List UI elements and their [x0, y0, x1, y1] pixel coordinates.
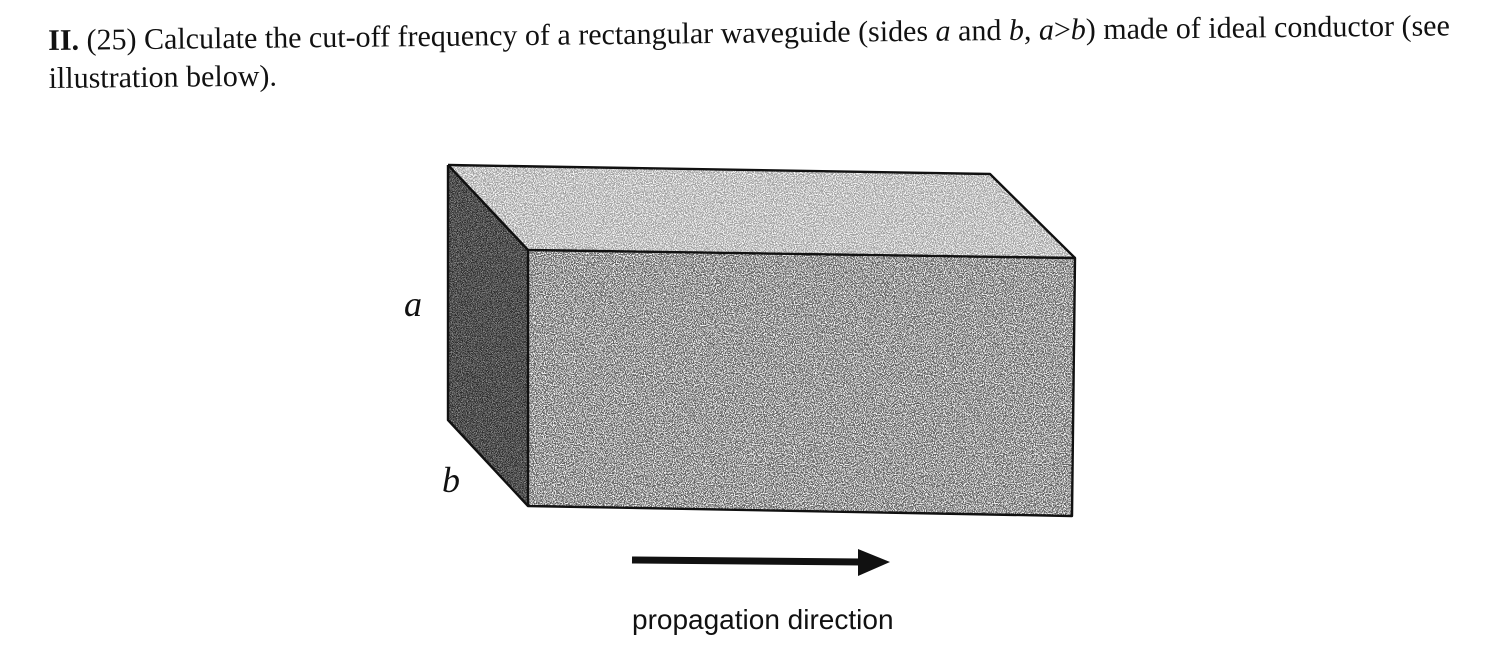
waveguide-side-face-texture	[528, 250, 1075, 516]
right-arrow-icon	[631, 549, 890, 576]
propagation-caption: propagation direction	[632, 604, 894, 635]
dimension-label-a: a	[404, 284, 422, 324]
waveguide-top-face-texture	[448, 165, 1075, 258]
waveguide-edges	[446, 163, 1077, 518]
waveguide-end-face-texture	[448, 165, 528, 506]
dimension-label-b: b	[442, 460, 460, 500]
